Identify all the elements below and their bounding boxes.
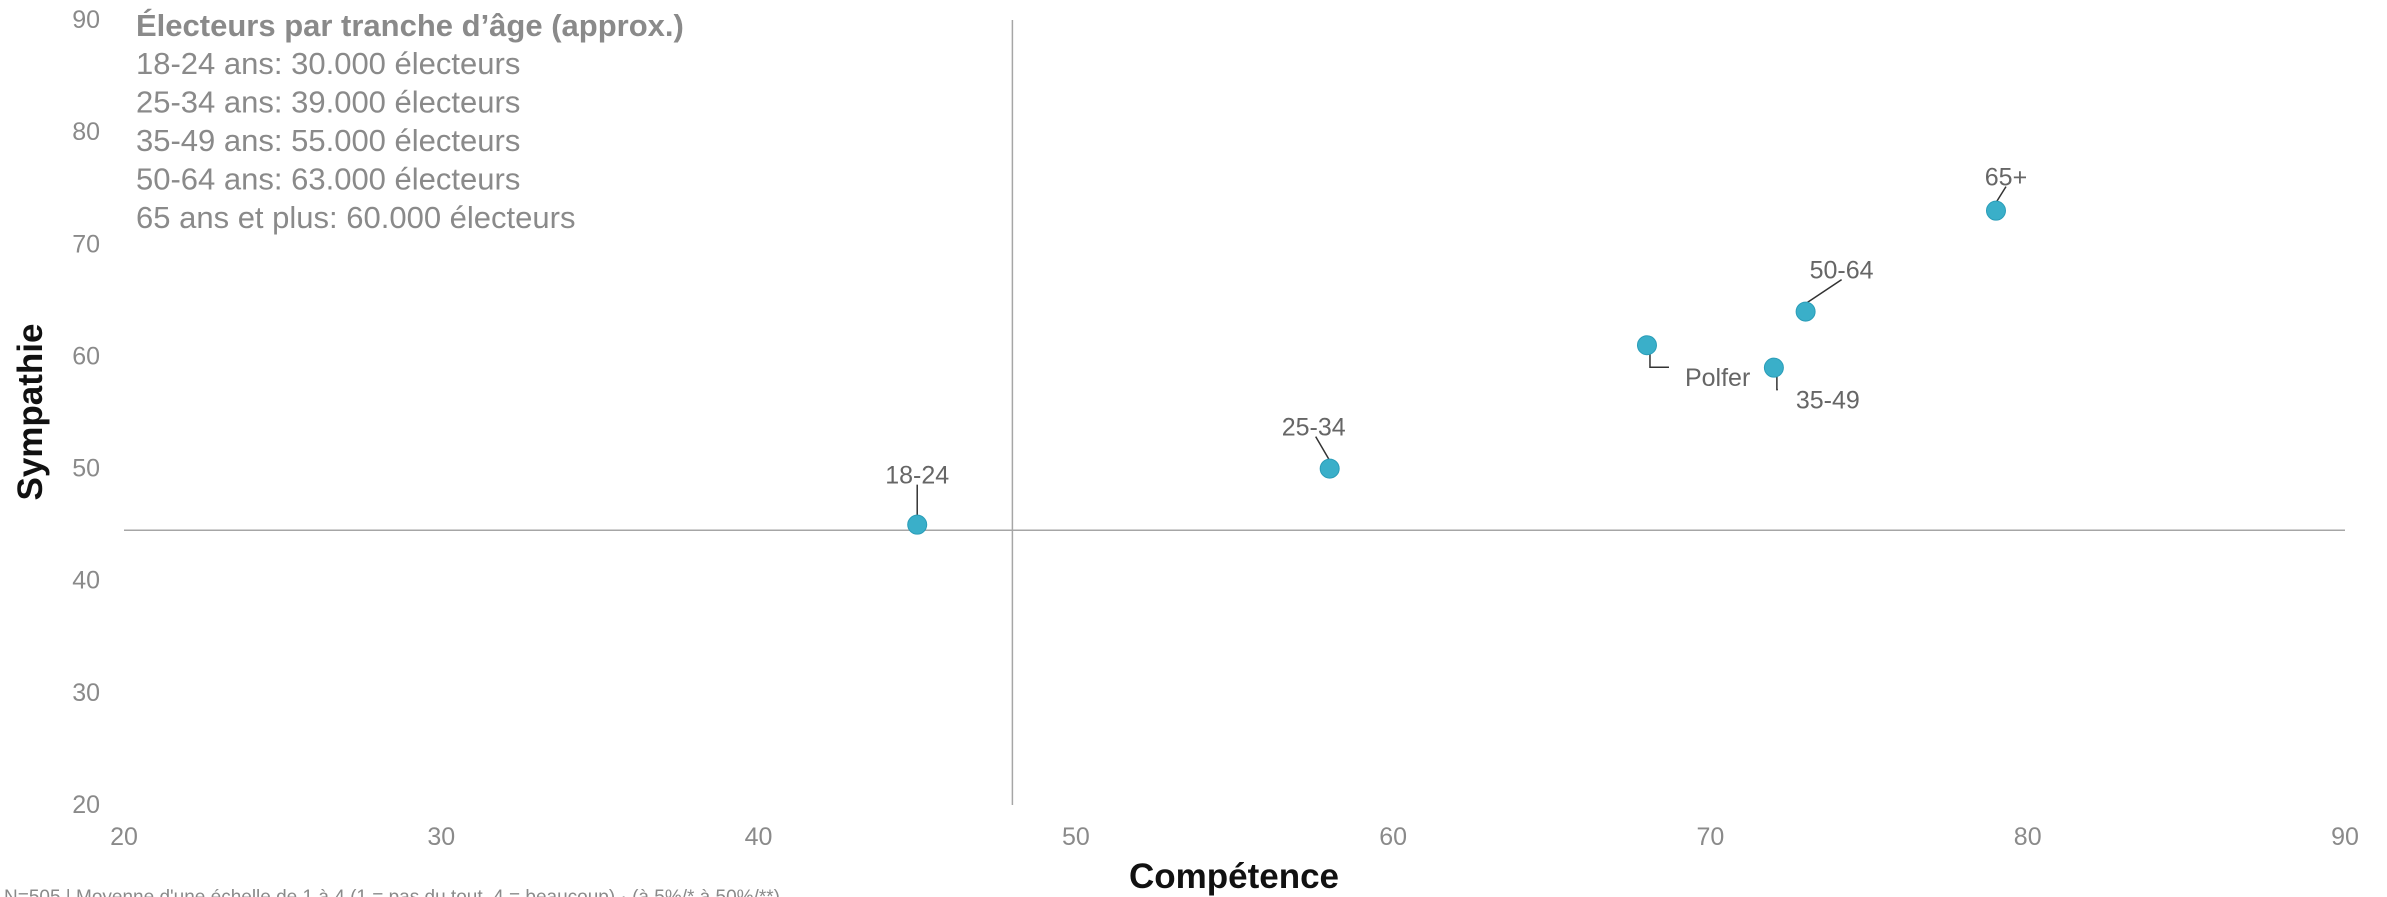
annotation-box: Électeurs par tranche d’âge (approx.) 18… xyxy=(136,8,684,235)
y-tick-label: 60 xyxy=(72,342,100,370)
y-tick-label: 50 xyxy=(72,455,100,483)
data-point xyxy=(1795,301,1816,322)
data-point xyxy=(1319,458,1340,479)
y-tick-label: 20 xyxy=(72,791,100,819)
data-point xyxy=(907,514,928,535)
point-label: 50-64 xyxy=(1810,257,1874,285)
x-tick-label: 30 xyxy=(427,823,455,851)
point-label: 18-24 xyxy=(885,462,949,490)
data-points: 18-24 25-34 Polfer 35-49 50-64 65+ xyxy=(885,164,2027,535)
annotation-line: 18-24 ans: 30.000 électeurs xyxy=(136,46,520,81)
data-point xyxy=(1985,200,2006,221)
annotation-line: 35-49 ans: 55.000 électeurs xyxy=(136,123,520,158)
x-axis-label: Compétence xyxy=(1129,857,1339,896)
x-axis-ticks: 20 30 40 50 60 70 80 90 xyxy=(110,823,2359,851)
point-leader-line xyxy=(1649,351,1669,368)
x-tick-label: 20 xyxy=(110,823,138,851)
reference-lines xyxy=(124,20,2345,805)
point-leader-line xyxy=(1315,436,1331,461)
footnote: N=505 | Moyenne d'une échelle de 1 à 4 (… xyxy=(4,887,780,897)
x-tick-label: 40 xyxy=(745,823,773,851)
y-tick-label: 70 xyxy=(72,230,100,258)
x-tick-label: 50 xyxy=(1062,823,1090,851)
point-leader-line xyxy=(1805,278,1843,305)
y-axis-ticks: 20 30 40 50 60 70 80 90 xyxy=(72,6,100,819)
annotation-title: Électeurs par tranche d’âge (approx.) xyxy=(136,8,684,43)
point-label: 65+ xyxy=(1985,164,2027,192)
y-tick-label: 30 xyxy=(72,679,100,707)
x-tick-label: 70 xyxy=(1697,823,1725,851)
y-tick-label: 90 xyxy=(72,6,100,34)
x-tick-label: 90 xyxy=(2331,823,2359,851)
data-point xyxy=(1763,357,1784,378)
y-tick-label: 80 xyxy=(72,118,100,146)
point-leader-line xyxy=(1995,186,2007,204)
x-tick-label: 60 xyxy=(1379,823,1407,851)
point-leader-line xyxy=(1776,373,1778,391)
point-label: 25-34 xyxy=(1282,414,1346,442)
point-label: 35-49 xyxy=(1796,387,1860,415)
x-tick-label: 80 xyxy=(2014,823,2042,851)
annotation-line: 65 ans et plus: 60.000 électeurs xyxy=(136,200,575,235)
annotation-line: 50-64 ans: 63.000 électeurs xyxy=(136,162,520,197)
point-label: Polfer xyxy=(1685,364,1750,392)
data-point xyxy=(1636,335,1657,356)
y-tick-label: 40 xyxy=(72,567,100,595)
y-axis-label: Sympathie xyxy=(11,324,50,501)
annotation-line: 25-34 ans: 39.000 électeurs xyxy=(136,85,520,120)
